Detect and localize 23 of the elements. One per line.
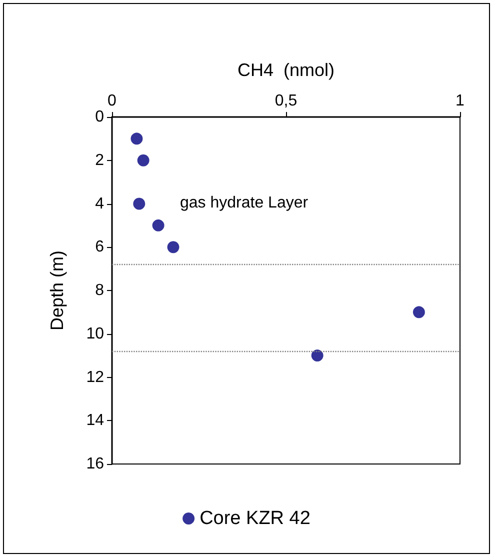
y-tick-label: 12: [86, 368, 104, 386]
y-tick-label: 4: [95, 195, 104, 212]
point: [137, 154, 150, 166]
y-tick-label: 0: [95, 108, 104, 126]
point: [152, 219, 164, 232]
y-axis-title: Depth (m): [47, 250, 67, 331]
y-tick-label: 8: [95, 282, 104, 299]
point: [130, 132, 143, 145]
point: [412, 306, 425, 318]
annotation: gas hydrate Layer: [180, 194, 309, 212]
point: [167, 241, 180, 254]
x-tick-label: 0: [108, 92, 117, 110]
x-tick-label: 0,5: [274, 92, 298, 110]
y-tick-label: 10: [86, 325, 104, 342]
y-tick-label: 14: [86, 412, 104, 430]
legend-label: Core KZR 42: [200, 508, 310, 529]
y-tick-label: 2: [95, 152, 104, 169]
y-tick-label: 6: [95, 238, 104, 256]
y-tick-label: 16: [86, 456, 104, 472]
point: [133, 198, 146, 210]
point: [311, 350, 324, 362]
x-tick-label: 1: [456, 92, 465, 110]
x-axis-title: CH4 (nmol): [237, 60, 335, 80]
